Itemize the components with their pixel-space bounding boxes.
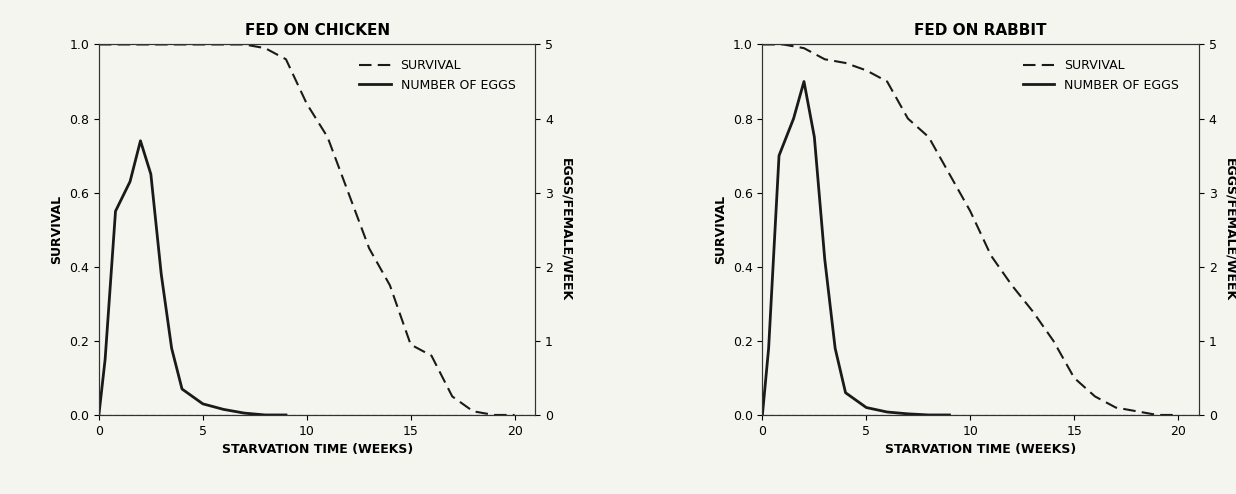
Title: FED ON RABBIT: FED ON RABBIT xyxy=(915,23,1047,38)
Legend: SURVIVAL, NUMBER OF EGGS: SURVIVAL, NUMBER OF EGGS xyxy=(1017,54,1184,97)
X-axis label: STARVATION TIME (WEEKS): STARVATION TIME (WEEKS) xyxy=(221,443,413,456)
Y-axis label: SURVIVAL: SURVIVAL xyxy=(51,195,63,264)
Y-axis label: EGGS/FEMALE/WEEK: EGGS/FEMALE/WEEK xyxy=(560,158,572,301)
Title: FED ON CHICKEN: FED ON CHICKEN xyxy=(245,23,389,38)
Y-axis label: SURVIVAL: SURVIVAL xyxy=(714,195,727,264)
X-axis label: STARVATION TIME (WEEKS): STARVATION TIME (WEEKS) xyxy=(885,443,1077,456)
Legend: SURVIVAL, NUMBER OF EGGS: SURVIVAL, NUMBER OF EGGS xyxy=(355,54,520,97)
Y-axis label: EGGS/FEMALE/WEEK: EGGS/FEMALE/WEEK xyxy=(1224,158,1236,301)
